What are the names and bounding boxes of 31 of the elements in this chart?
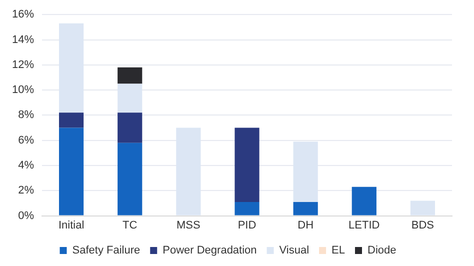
y-tick-label: 6% [18,134,34,146]
bar [234,128,260,202]
legend-label: Diode [368,244,396,257]
y-tick-label: 0% [18,210,34,222]
x-tick-label: DH [298,219,314,232]
legend-label: Safety Failure [72,244,140,257]
x-tick-label: Initial [58,219,84,232]
x-tick-label: LETID [348,219,380,232]
legend-label: Power Degradation [162,244,257,257]
bar [118,142,142,216]
bar [118,67,142,84]
y-tick-label: 10% [12,84,34,96]
y-tick-label: 16% [12,8,34,21]
x-tick-label: BDS [411,219,434,232]
bar [410,200,436,216]
bar [59,112,84,128]
x-tick-label: MSS [176,219,200,232]
bar [118,112,142,143]
x-tick-label: PID [238,219,256,232]
y-tick-label: 14% [12,34,34,46]
bar [59,128,84,216]
legend-label: Visual [279,244,310,257]
y-tick-label: 2% [18,184,34,197]
y-tick-label: 4% [18,160,34,172]
legend-label: EL [332,244,346,257]
x-tick-label: TC [122,219,138,232]
bar [293,202,318,216]
y-tick-label: 8% [18,109,34,122]
bar [234,202,260,216]
y-tick-label: 12% [12,58,34,71]
bar [352,186,376,216]
